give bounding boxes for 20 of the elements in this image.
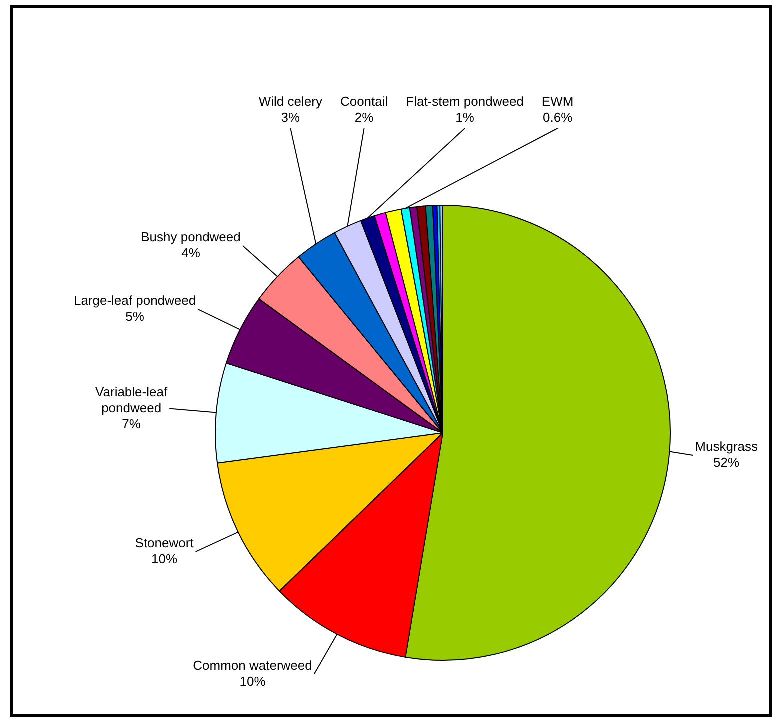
- data-label: 5%: [126, 309, 145, 324]
- slice-label: Variable-leaf pondweed: [96, 384, 168, 416]
- slice-label: Muskgrass: [695, 439, 758, 454]
- slice-label: Large-leaf pondweed: [74, 293, 196, 308]
- slice-label: Coontail: [340, 94, 388, 110]
- slice-label: Stonewort: [135, 535, 194, 550]
- data-label: 1%: [456, 110, 475, 126]
- slice-label: EWM: [542, 94, 574, 110]
- data-label: 10%: [240, 674, 266, 689]
- data-label: 2%: [354, 110, 374, 126]
- data-label: 52%: [714, 455, 740, 470]
- slice-label: Flat-stem pondweed: [406, 94, 524, 110]
- slice-label: Common waterweed: [193, 658, 312, 673]
- data-label: 0.6%: [542, 110, 574, 126]
- data-label: 7%: [122, 416, 142, 432]
- data-label: 10%: [152, 551, 178, 566]
- data-label: 3%: [281, 110, 300, 126]
- slice-label: Wild celery: [258, 94, 323, 110]
- slice-label: Bushy pondweed: [141, 229, 241, 244]
- data-label: 4%: [182, 245, 201, 260]
